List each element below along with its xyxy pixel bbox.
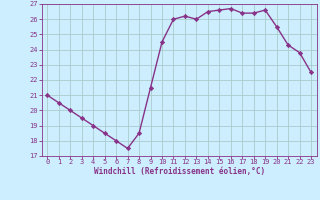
X-axis label: Windchill (Refroidissement éolien,°C): Windchill (Refroidissement éolien,°C) xyxy=(94,167,265,176)
